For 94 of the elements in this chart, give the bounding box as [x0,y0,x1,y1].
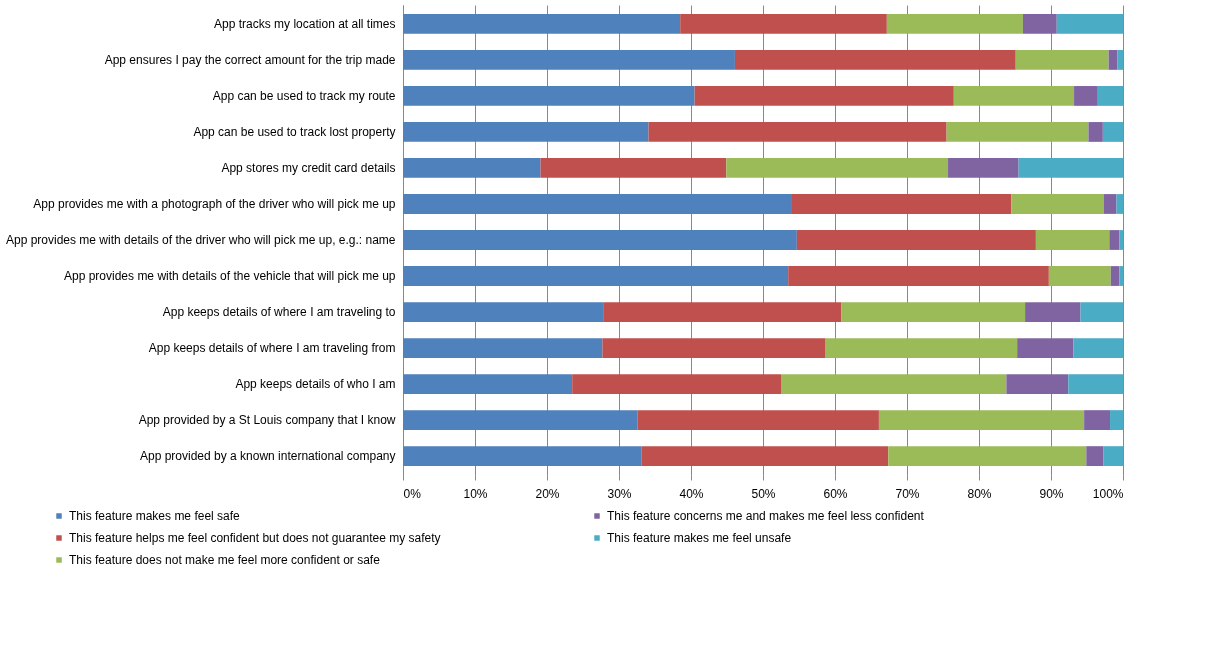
legend-label: This feature helps me feel confident but does not guarantee my safety [69,531,441,545]
bar [1035,230,1110,250]
y-tick-label: App tracks my location at all times [214,16,396,31]
bar [1017,338,1074,358]
bar [796,230,1036,250]
bar [1006,374,1069,394]
bar [1117,50,1123,70]
x-tick-label: 50% [751,486,776,501]
bar [1103,194,1117,214]
bar [403,374,573,394]
bar [1025,302,1081,322]
bar [403,122,649,142]
x-tick-label: 70% [895,486,920,501]
bar [403,50,735,70]
bar [603,302,842,322]
bar [1018,158,1123,178]
x-tick-label: 10% [463,486,488,501]
bar [1056,14,1123,34]
y-tick-label: App keeps details of who I am [235,377,396,392]
x-tick-label: 30% [607,486,632,501]
bar [1119,230,1123,250]
bar [1103,446,1123,466]
bar [403,158,541,178]
bar [403,302,604,322]
bar [1011,194,1104,214]
y-tick-label: App provided by a known international company [140,449,396,464]
bar [403,230,797,250]
x-tick-label: 20% [535,486,560,501]
bar [637,410,879,430]
bar [403,266,789,286]
y-tick-label: App can be used to track lost property [193,124,396,139]
x-tick-label: 80% [967,486,992,501]
x-tick-label: 40% [679,486,704,501]
bar [1109,230,1120,250]
bar [1116,194,1123,214]
bar [953,86,1075,106]
bar [948,158,1019,178]
bar [403,338,603,358]
bar [1086,446,1104,466]
bar [1048,266,1111,286]
bar [825,338,1018,358]
bar [403,446,642,466]
bar [781,374,1007,394]
bar [878,410,1085,430]
y-tick-label: App keeps details of where I am traveling from [148,341,396,356]
bar [946,122,1089,142]
legend-label: This feature makes me feel safe [69,509,241,523]
bar [403,86,695,106]
bar [572,374,781,394]
bar [841,302,1026,322]
x-tick-label: 60% [823,486,848,501]
bar [791,194,1012,214]
y-tick-label: App provided by a St Louis company that I know [138,413,396,428]
bar [403,14,681,34]
bar [734,50,1016,70]
bar [403,410,638,430]
bar [1110,410,1123,430]
y-tick-label: App ensures I pay the correct amount for the trip made [104,52,396,67]
bar [1068,374,1123,394]
y-tick-label: App provides me with details of the driver who will pick me up, e.g.: name [5,233,396,247]
bar [1080,302,1123,322]
bar [680,14,887,34]
bar [1022,14,1057,34]
bar [1088,122,1103,142]
y-tick-label: App can be used to track my route [212,88,396,103]
bar [1073,338,1123,358]
bar [1084,410,1111,430]
bar [1074,86,1098,106]
y-tick-label: App keeps details of where I am traveling to [162,305,396,320]
x-tick-label: 100% [1092,486,1124,501]
bar [726,158,949,178]
x-tick-label: 0% [403,486,422,501]
y-tick-label: App provides me with a photograph of the driver who will pick me up [33,196,396,211]
bar [641,446,889,466]
bar [648,122,947,142]
bar [1102,122,1123,142]
bar [1119,266,1123,286]
y-tick-label: App stores my credit card details [221,160,396,175]
bar [886,14,1023,34]
legend-label: This feature does not make me feel more confident or safe [69,553,381,567]
bar [1015,50,1109,70]
bar [1108,50,1118,70]
legend-label: This feature concerns me and makes me feel less confident [607,509,925,523]
x-tick-label: 90% [1039,486,1064,501]
bar [1110,266,1120,286]
bar [540,158,727,178]
bar [888,446,1087,466]
bar [694,86,954,106]
legend-label: This feature makes me feel unsafe [607,531,792,545]
bar [403,194,792,214]
bar [1097,86,1123,106]
y-tick-label: App provides me with details of the vehicle that will pick me up [64,269,396,284]
bar [788,266,1049,286]
bar [602,338,826,358]
